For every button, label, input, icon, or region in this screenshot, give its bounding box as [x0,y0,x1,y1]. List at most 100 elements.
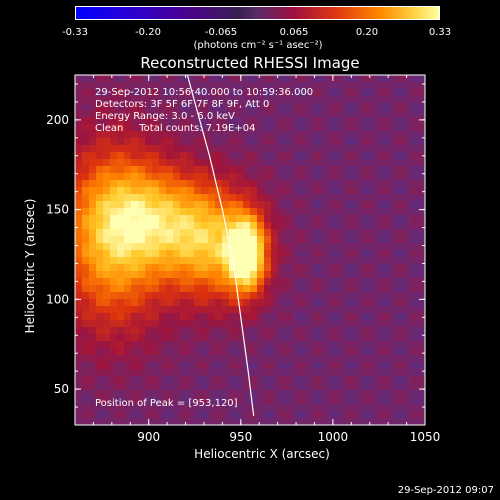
heatmap-cell [110,285,117,292]
heatmap-cell [376,348,383,355]
heatmap-cell [334,411,341,418]
heatmap-cell [180,411,187,418]
heatmap-cell [250,243,257,250]
heatmap-cell [117,334,124,341]
heatmap-cell [376,236,383,243]
heatmap-cell [362,383,369,390]
heatmap-cell [257,376,264,383]
heatmap-cell [292,299,299,306]
heatmap-cell [250,96,257,103]
heatmap-cell [173,313,180,320]
heatmap-cell [180,383,187,390]
plot-frame [74,74,426,426]
heatmap-cell [110,292,117,299]
heatmap-cell [159,369,166,376]
heatmap-cell [341,82,348,89]
heatmap-cell [257,327,264,334]
heatmap-cell [96,236,103,243]
heatmap-cell [124,250,131,257]
heatmap-cell [292,194,299,201]
heatmap-cell [82,208,89,215]
heatmap-cell [418,271,425,278]
heatmap-cell [271,229,278,236]
heatmap-cell [96,341,103,348]
heatmap-cell [180,418,187,425]
heatmap-cell [257,194,264,201]
heatmap-cell [418,313,425,320]
heatmap-cell [362,369,369,376]
heatmap-cell [397,215,404,222]
heatmap-cell [411,236,418,243]
heatmap-cell [145,110,152,117]
heatmap-cell [131,306,138,313]
heatmap-cell [215,320,222,327]
heatmap-cell [264,369,271,376]
heatmap-cell [341,390,348,397]
heatmap-cell [229,159,236,166]
heatmap-cell [208,271,215,278]
heatmap-cell [103,355,110,362]
heatmap-cell [411,75,418,82]
heatmap-cell [369,145,376,152]
heatmap-cell [271,418,278,425]
heatmap-cell [355,229,362,236]
heatmap-cell [348,348,355,355]
heatmap-cell [264,376,271,383]
heatmap-cell [124,110,131,117]
heatmap-cell [194,271,201,278]
heatmap-cell [117,383,124,390]
heatmap-cell [173,285,180,292]
heatmap-cell [201,145,208,152]
heatmap-cell [208,369,215,376]
heatmap-cell [404,271,411,278]
heatmap-cell [96,278,103,285]
heatmap-cell [306,397,313,404]
heatmap-cell [383,306,390,313]
heatmap-cell [75,257,82,264]
heatmap-cell [369,334,376,341]
heatmap-cell [180,166,187,173]
heatmap-cell [299,103,306,110]
heatmap-cell [145,264,152,271]
heatmap-cell [166,124,173,131]
heatmap-cell [376,383,383,390]
heatmap-cell [250,383,257,390]
heatmap-cell [348,341,355,348]
heatmap-cell [110,173,117,180]
heatmap-cell [383,271,390,278]
heatmap-cell [285,362,292,369]
heatmap-cell [215,110,222,117]
heatmap-cell [327,201,334,208]
heatmap-cell [110,390,117,397]
heatmap-cell [208,383,215,390]
heatmap-cell [369,320,376,327]
heatmap-cell [131,187,138,194]
heatmap-cell [152,159,159,166]
heatmap-cell [180,285,187,292]
heatmap-cell [180,124,187,131]
heatmap-cell [180,243,187,250]
heatmap-cell [264,103,271,110]
heatmap-cell [348,229,355,236]
heatmap-cell [299,306,306,313]
heatmap-cell [355,152,362,159]
heatmap-cell [215,376,222,383]
heatmap-cell [264,75,271,82]
heatmap-cell [383,82,390,89]
heatmap-cell [334,250,341,257]
heatmap-cell [397,411,404,418]
heatmap-cell [208,250,215,257]
heatmap-cell [264,362,271,369]
heatmap-cell [180,229,187,236]
heatmap-cell [299,166,306,173]
heatmap-cell [152,341,159,348]
heatmap-cell [355,187,362,194]
heatmap-cell [411,397,418,404]
heatmap-cell [348,411,355,418]
heatmap-cell [222,194,229,201]
heatmap-cell [327,159,334,166]
heatmap-cell [250,145,257,152]
heatmap-cell [222,285,229,292]
heatmap-cell [320,257,327,264]
heatmap-cell [103,271,110,278]
